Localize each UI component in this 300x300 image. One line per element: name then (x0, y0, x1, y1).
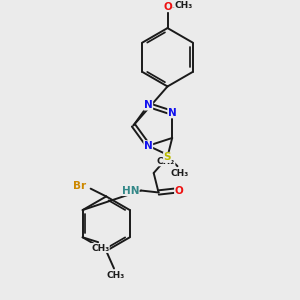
Text: CH₃: CH₃ (175, 1, 193, 10)
Text: O: O (175, 185, 183, 196)
Text: HN: HN (122, 185, 139, 196)
Text: S: S (164, 152, 171, 162)
Text: CH₂: CH₂ (157, 157, 175, 166)
Text: CH₃: CH₃ (91, 244, 109, 253)
Text: CH₃: CH₃ (107, 271, 125, 280)
Text: Br: Br (73, 181, 86, 191)
Text: CH₃: CH₃ (170, 169, 188, 178)
Text: N: N (144, 141, 153, 151)
Text: O: O (163, 2, 172, 12)
Text: N: N (144, 100, 153, 110)
Text: N: N (168, 108, 177, 118)
